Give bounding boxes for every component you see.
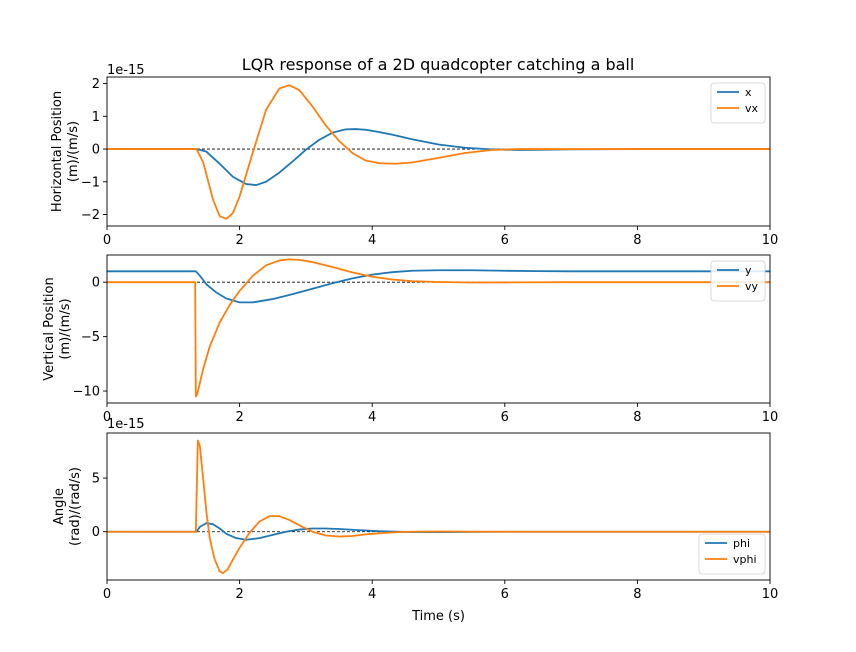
y-tick-label: −10 xyxy=(73,385,100,400)
x-tick-label: 10 xyxy=(762,233,779,248)
y-axis-label: Vertical Position(m)/(m/s) xyxy=(42,277,73,380)
legend-entry-y: y xyxy=(745,264,752,277)
x-tick-label: 8 xyxy=(633,410,641,425)
series-line-vy xyxy=(107,258,770,398)
x-tick-label: 6 xyxy=(501,587,509,602)
legend: x vx xyxy=(710,82,766,124)
axes-frame xyxy=(106,432,771,581)
y-axis-label: Horizontal Position(m)/(m/s) xyxy=(50,91,81,212)
series-line-vx xyxy=(107,84,770,220)
x-tick-label: 0 xyxy=(103,587,111,602)
y-tick-label: −1 xyxy=(81,175,100,190)
y-offset-text: 1e-15 xyxy=(107,63,145,78)
x-tick-label: 8 xyxy=(633,587,641,602)
axes-frame xyxy=(106,254,771,404)
legend-entry-x: x xyxy=(745,86,752,99)
x-tick-label: 10 xyxy=(762,587,779,602)
legend-box xyxy=(710,260,766,302)
legend-box xyxy=(698,533,766,575)
legend-entry-phi: phi xyxy=(733,537,750,550)
x-tick-label: 8 xyxy=(633,233,641,248)
x-axis-label: Time (s) xyxy=(411,609,465,624)
x-tick-label: 6 xyxy=(501,233,509,248)
y-tick-label: 2 xyxy=(92,77,100,92)
y-tick-label: 0 xyxy=(92,143,100,158)
legend-box xyxy=(710,82,766,124)
y-tick-label: 1 xyxy=(92,110,100,125)
series-line-vphi xyxy=(107,439,770,574)
subplot-3: 0 2 4 6 8 10 0 5 1e-15 Angle(rad)/(rad/s) Time (s)… xyxy=(52,417,778,624)
x-tick-label: 10 xyxy=(762,410,779,425)
legend: y vy xyxy=(710,260,766,302)
legend-entry-vphi: vphi xyxy=(733,553,757,566)
x-tick-label: 2 xyxy=(235,410,243,425)
x-tick-label: 0 xyxy=(103,410,111,425)
y-tick-label: −5 xyxy=(81,330,100,345)
x-tick-label: 4 xyxy=(368,587,376,602)
x-tick-label: 6 xyxy=(501,410,509,425)
x-tick-label: 2 xyxy=(235,233,243,248)
x-tick-label: 4 xyxy=(368,233,376,248)
legend-entry-vy: vy xyxy=(745,280,759,293)
chart-title: LQR response of a 2D quadcopter catching… xyxy=(242,55,635,74)
x-tick-label: 2 xyxy=(235,587,243,602)
y-tick-label: 0 xyxy=(92,525,100,540)
legend: phi vphi xyxy=(698,533,766,575)
x-tick-label: 0 xyxy=(103,233,111,248)
y-tick-label: 5 xyxy=(92,472,100,487)
subplot-2: 0 2 4 6 8 10 −10 −5 0 Vertical Position(m)/(m/s) y… xyxy=(42,254,779,425)
y-offset-text: 1e-15 xyxy=(107,417,145,432)
y-tick-label: −2 xyxy=(81,208,100,223)
x-tick-label: 4 xyxy=(368,410,376,425)
subplot-1: 0 2 4 6 8 10 −2 −1 0 1 2 1e-15 Horizontal Position(m… xyxy=(50,63,778,248)
axes-frame xyxy=(106,76,771,227)
series-line-y xyxy=(107,269,770,304)
y-axis-label: Angle(rad)/(rad/s) xyxy=(52,467,83,546)
y-tick-label: 0 xyxy=(92,276,100,291)
legend-entry-vx: vx xyxy=(745,102,759,115)
